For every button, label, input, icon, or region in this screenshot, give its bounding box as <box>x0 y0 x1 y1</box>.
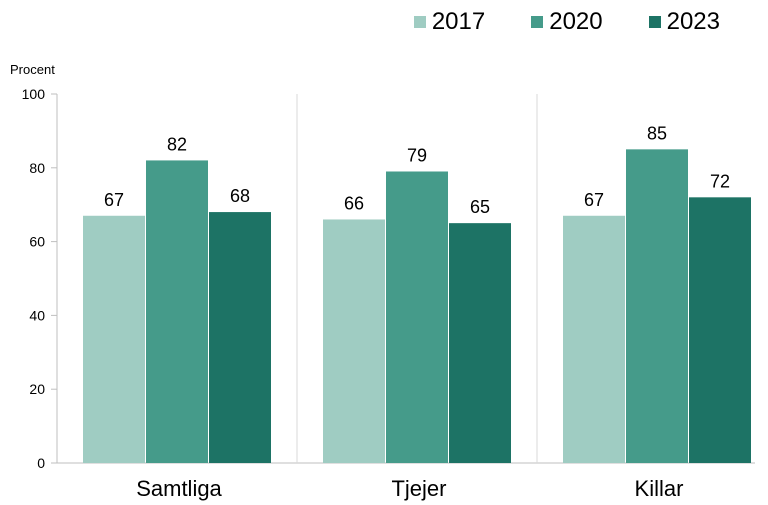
y-tick-label-80: 80 <box>29 160 45 176</box>
bar-tjejer-2020 <box>386 171 448 464</box>
data-label-tjejer-2023: 65 <box>470 197 490 217</box>
data-label-killar-2020: 85 <box>647 123 667 143</box>
legend-swatch-2020 <box>531 16 544 28</box>
data-label-samtliga-2020: 82 <box>167 134 187 154</box>
data-label-tjejer-2020: 79 <box>407 145 427 165</box>
y-tick-label-40: 40 <box>29 307 45 323</box>
legend-label-2020: 2020 <box>549 8 603 35</box>
legend-swatch-2023 <box>648 16 661 28</box>
legend-swatch-2017 <box>413 16 426 28</box>
bar-killar-2023 <box>689 197 751 463</box>
legend-item-2023: 2023 <box>648 8 720 36</box>
y-tick-label-20: 20 <box>29 381 45 397</box>
y-axis-label: Procent <box>10 62 55 77</box>
bar-tjejer-2023 <box>449 223 511 463</box>
x-tick-label-samtliga: Samtliga <box>136 476 222 501</box>
legend-item-2020: 2020 <box>531 8 603 36</box>
bar-samtliga-2017 <box>83 215 145 463</box>
legend-item-2017: 2017 <box>413 8 486 36</box>
y-tick-label-60: 60 <box>29 234 45 250</box>
bar-killar-2017 <box>563 215 625 463</box>
data-label-samtliga-2023: 68 <box>230 186 250 206</box>
x-tick-label-tjejer: Tjejer <box>391 476 446 501</box>
legend: 2017 2020 2023 <box>413 8 720 36</box>
legend-label-2017: 2017 <box>431 8 486 35</box>
bar-samtliga-2020 <box>146 160 208 464</box>
bar-killar-2020 <box>626 149 688 463</box>
bar-tjejer-2017 <box>323 219 385 463</box>
data-label-killar-2017: 67 <box>584 190 604 210</box>
data-label-samtliga-2017: 67 <box>104 190 124 210</box>
data-label-tjejer-2017: 66 <box>344 193 364 213</box>
data-label-killar-2023: 72 <box>710 171 730 191</box>
x-tick-label-killar: Killar <box>635 476 684 501</box>
bar-samtliga-2023 <box>209 212 271 463</box>
y-tick-label-100: 100 <box>22 86 46 102</box>
legend-label-2023: 2023 <box>666 8 720 35</box>
y-tick-label-0: 0 <box>37 455 45 471</box>
